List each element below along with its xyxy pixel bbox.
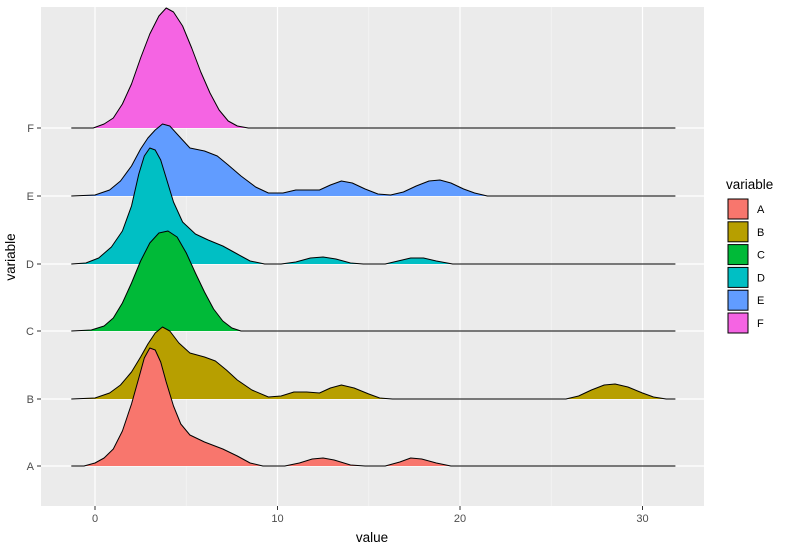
ridge-outline-B: [71, 326, 676, 400]
y-axis: A B C D E F: [26, 123, 41, 473]
x-tick-label-20: 20: [454, 513, 466, 525]
ridge-fill-A: [71, 348, 676, 466]
ridge-A: [71, 347, 676, 467]
ridge-outline-A: [71, 347, 676, 467]
ridge-B: [71, 326, 676, 400]
legend-label-B: B: [757, 227, 764, 239]
legend-swatch-B: [727, 221, 749, 243]
ridge-fill-F: [71, 8, 676, 128]
ridge-outline-C: [71, 230, 676, 332]
y-tick-label-A: A: [27, 461, 35, 473]
ridge-outline-E: [71, 123, 676, 197]
ridge-fill-C: [71, 231, 676, 331]
legend-key-D: D: [727, 266, 765, 288]
ridge-fill-D: [71, 148, 676, 264]
ridge-outline-D: [71, 147, 676, 265]
legend-key-F: F: [727, 312, 764, 334]
x-tick-label-10: 10: [271, 513, 283, 525]
x-axis: 0 10 20 30: [92, 506, 649, 525]
legend-key-A: A: [727, 198, 765, 220]
ridge-outline-F: [71, 7, 676, 129]
y-tick-label-B: B: [27, 394, 34, 406]
legend-key-E: E: [727, 289, 764, 311]
ridge-F: [71, 7, 676, 129]
legend-swatch-D: [727, 266, 749, 288]
y-tick-label-F: F: [27, 123, 34, 135]
x-tick-label-30: 30: [636, 513, 648, 525]
x-tick-label-0: 0: [92, 513, 98, 525]
legend-swatch-F: [727, 312, 749, 334]
legend-label-D: D: [757, 272, 765, 284]
y-tick-label-E: E: [27, 191, 34, 203]
legend-title: variable: [726, 177, 773, 192]
ridge-C: [71, 230, 676, 332]
ridge-fill-E: [71, 124, 676, 196]
ridge-E: [71, 123, 676, 197]
y-tick-label-D: D: [26, 259, 34, 271]
legend-swatch-A: [727, 198, 749, 220]
y-tick-label-C: C: [26, 326, 34, 338]
legend-swatch-E: [727, 289, 749, 311]
ridges: [71, 7, 676, 467]
legend-label-F: F: [757, 318, 764, 330]
x-axis-title: value: [356, 530, 388, 545]
legend-label-C: C: [757, 250, 765, 262]
ridge-fill-B: [71, 327, 676, 399]
legend-label-E: E: [757, 295, 764, 307]
legend-key-C: C: [727, 244, 765, 266]
ridge-D: [71, 147, 676, 265]
legend-label-A: A: [757, 204, 765, 216]
legend-key-B: B: [727, 221, 764, 243]
y-axis-title: variable: [3, 233, 18, 280]
legend-swatch-C: [727, 244, 749, 266]
